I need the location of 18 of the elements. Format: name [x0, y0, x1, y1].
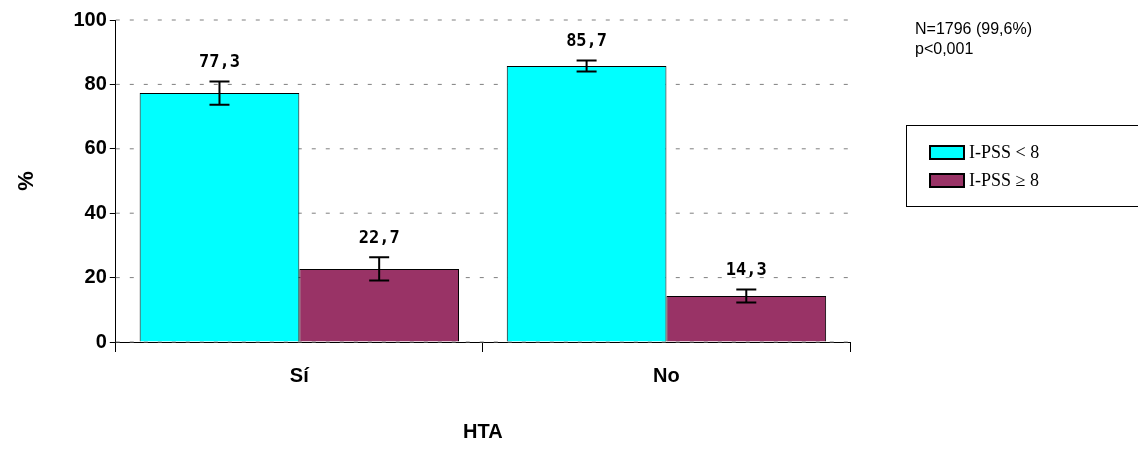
y-axis-title: % [13, 171, 39, 191]
y-tick-label: 0 [95, 329, 107, 352]
y-tick-label: 80 [84, 71, 107, 94]
y-tick-label: 40 [84, 200, 107, 223]
x-tick-label: No [653, 363, 680, 386]
x-axis-title: HTA [463, 419, 503, 442]
y-tick-label: 100 [73, 7, 107, 30]
x-tick-label: Sí [289, 363, 311, 386]
y-tick-label: 20 [84, 265, 107, 288]
legend-label: I-PSS ≥ 8 [969, 169, 1039, 191]
data-label: 14,3 [725, 259, 767, 280]
text: p<0,001 [915, 40, 974, 58]
data-label: 77,3 [199, 51, 240, 72]
data-label: 22,7 [358, 227, 400, 248]
data-label: 85,7 [566, 30, 608, 51]
text: N=1796 (99,6%) [915, 20, 1032, 38]
legend-label: I-PSS < 8 [969, 141, 1040, 163]
y-tick-label: 60 [84, 136, 107, 159]
